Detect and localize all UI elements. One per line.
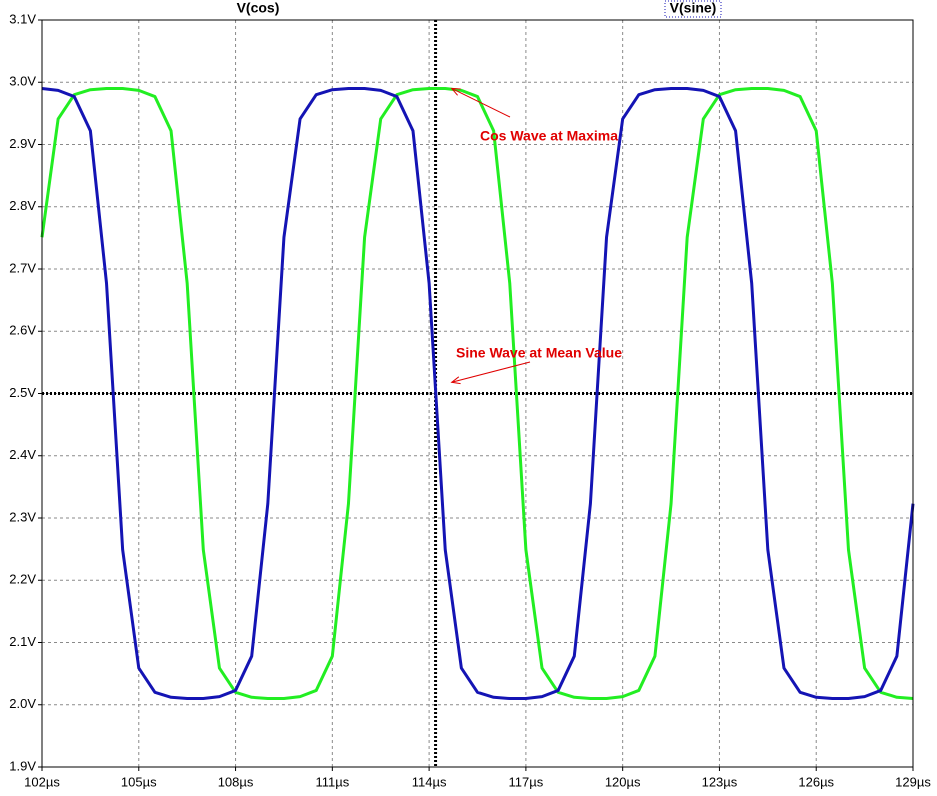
legend-box (664, 0, 722, 18)
y-tick-label: 3.1V (9, 11, 36, 26)
x-tick-label: 123µs (702, 774, 738, 789)
x-tick-label: 102µs (24, 774, 60, 789)
annotation-text: Cos Wave at Maxima (480, 128, 618, 144)
y-tick-label: 2.0V (9, 696, 36, 711)
series-line (41, 86, 915, 701)
x-tick-label: 120µs (605, 774, 641, 789)
plot-frame (41, 19, 914, 768)
annotation-arrow (451, 88, 511, 118)
y-tick-label: 2.3V (9, 509, 36, 524)
legend-entry: V(sine) (670, 0, 717, 16)
annotation-arrowhead (450, 376, 461, 385)
legend-entry: V(cos) (237, 0, 280, 16)
y-tick-label: 2.8V (9, 198, 36, 213)
y-tick-label: 3.0V (9, 74, 36, 89)
y-tick-label: 2.4V (9, 447, 36, 462)
x-tick-label: 129µs (895, 774, 931, 789)
series-line (40, 86, 914, 701)
annotation-arrow (451, 361, 531, 383)
y-tick-label: 1.9V (9, 758, 36, 773)
x-tick-label: 117µs (509, 774, 544, 789)
x-tick-label: 114µs (412, 774, 447, 789)
x-tick-label: 126µs (798, 774, 834, 789)
y-tick-label: 2.9V (9, 136, 36, 151)
y-tick-label: 2.2V (9, 572, 36, 587)
annotation-text: Sine Wave at Mean Value (456, 345, 622, 361)
annotation-arrowhead (450, 87, 461, 96)
y-tick-label: 2.1V (9, 634, 36, 649)
y-tick-label: 2.7V (9, 260, 36, 275)
y-tick-label: 2.5V (9, 385, 36, 400)
x-tick-label: 105µs (121, 774, 157, 789)
x-tick-label: 108µs (218, 774, 254, 789)
y-tick-label: 2.6V (9, 323, 36, 338)
x-tick-label: 111µs (315, 774, 349, 789)
